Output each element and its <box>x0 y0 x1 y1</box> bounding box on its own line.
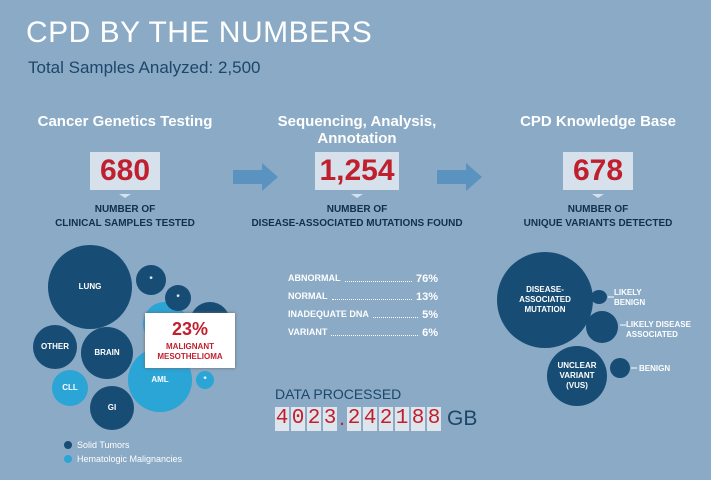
column-heading: Cancer Genetics Testing <box>37 113 213 130</box>
sample-bubble: * <box>136 265 166 295</box>
digit: . <box>339 407 345 430</box>
big-number: 1,254 <box>315 152 399 198</box>
sample-bubble: BRAIN <box>81 327 133 379</box>
stat-label: VARIANT <box>288 327 328 337</box>
caption-line: CLINICAL SAMPLES TESTED <box>55 218 195 229</box>
callout-value: 23% <box>171 319 209 339</box>
stat-label: ABNORMAL <box>288 273 341 283</box>
stat-value: 76% <box>415 273 438 285</box>
variant-label: BENIGN <box>639 364 671 373</box>
variant-bubble <box>586 311 618 343</box>
stat-row: INADEQUATE DNA 5% <box>288 309 438 321</box>
legend-swatch <box>64 441 72 449</box>
big-number: 680 <box>90 152 160 198</box>
legend-label: Solid Tumors <box>77 440 130 450</box>
stat-label: INADEQUATE DNA <box>288 309 369 319</box>
subtitle: Total Samples Analyzed: 2,500 <box>28 58 261 77</box>
digit: 3 <box>323 407 337 431</box>
variant-bubble: UNCLEAR VARIANT (VUS) <box>547 346 607 406</box>
caption-line: UNIQUE VARIANTS DETECTED <box>523 218 673 229</box>
data-label: DATA PROCESSED <box>275 386 402 402</box>
variant-bubble <box>591 290 607 304</box>
title: CPD BY THE NUMBERS <box>26 16 373 49</box>
leader <box>344 273 412 282</box>
digit: 8 <box>411 407 425 431</box>
sample-bubble: CLL <box>52 370 88 406</box>
sample-bubble: * <box>165 285 191 311</box>
sample-bubble: * <box>196 371 214 389</box>
stat-label: NORMAL <box>288 291 328 301</box>
leader <box>331 291 412 300</box>
arrow <box>437 163 482 191</box>
caption: NUMBER OF CLINICAL SAMPLES TESTED <box>5 203 245 231</box>
stat-value: 6% <box>422 327 438 339</box>
caption-line: DISEASE-ASSOCIATED MUTATIONS FOUND <box>251 218 463 229</box>
caption: NUMBER OF DISEASE-ASSOCIATED MUTATIONS FO… <box>237 203 477 231</box>
stat-row: VARIANT 6% <box>288 327 438 339</box>
big-number: 678 <box>563 152 633 198</box>
stat-value: 13% <box>415 291 438 303</box>
caption-line: NUMBER OF <box>94 204 156 215</box>
digit: 4 <box>275 407 289 431</box>
caption-line: NUMBER OF <box>567 204 629 215</box>
digit: 2 <box>379 407 393 431</box>
leader <box>331 327 419 336</box>
variant-label: LIKELY DISEASE ASSOCIATED <box>626 320 691 339</box>
column-heading: Sequencing, Analysis, Annotation <box>277 113 437 147</box>
stat-row: ABNORMAL 76% <box>288 273 438 285</box>
sample-bubble: OTHER <box>33 325 77 369</box>
digit: 2 <box>307 407 321 431</box>
column-heading: CPD Knowledge Base <box>520 113 676 130</box>
callout-label: MALIGNANT MESOTHELIOMA <box>157 342 223 361</box>
caption: NUMBER OF UNIQUE VARIANTS DETECTED <box>478 203 711 231</box>
digit: 8 <box>427 407 441 431</box>
variant-bubble <box>610 358 630 378</box>
callout: 23% MALIGNANT MESOTHELIOMA <box>145 313 235 368</box>
sample-bubble: GI <box>90 386 134 430</box>
digit: 1 <box>395 407 409 431</box>
legend-label: Hematologic Malignancies <box>77 454 183 464</box>
leader <box>372 309 419 318</box>
sample-bubble: LUNG <box>48 245 132 329</box>
caption-line: NUMBER OF <box>326 204 388 215</box>
stat-row: NORMAL 13% <box>288 291 438 303</box>
stat-value: 5% <box>422 309 438 321</box>
digit: 2 <box>347 407 361 431</box>
arrow <box>233 163 278 191</box>
digit: 4 <box>363 407 377 431</box>
unit: GB <box>447 407 478 430</box>
variant-bubble: DISEASE-ASSOCIATED MUTATION <box>497 252 593 348</box>
variant-label: LIKELY BENIGN <box>614 288 646 307</box>
digit: 0 <box>291 407 305 431</box>
legend-swatch <box>64 455 72 463</box>
